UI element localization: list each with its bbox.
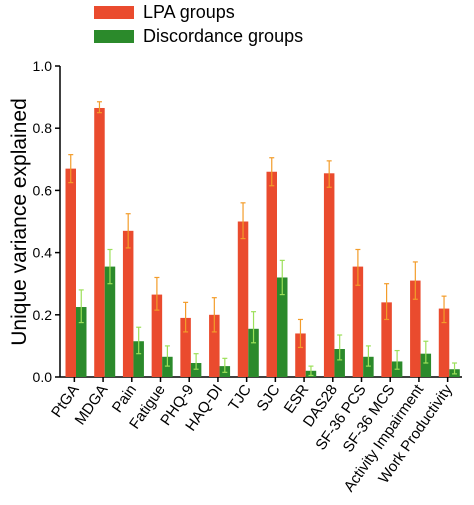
x-tick-label: SJC xyxy=(253,381,283,414)
error-bar xyxy=(125,213,131,249)
y-tick-label: 0.4 xyxy=(33,245,53,261)
error-bar xyxy=(355,248,361,286)
bar-lpa xyxy=(180,317,191,377)
legend-label-lpa: LPA groups xyxy=(143,1,235,22)
bar-discordance xyxy=(190,363,202,377)
error-bar xyxy=(222,357,228,373)
bar-discordance xyxy=(248,328,259,377)
bar-lpa xyxy=(352,266,364,377)
legend-label-discordance: Discordance groups xyxy=(143,25,304,46)
error-bar xyxy=(326,160,332,188)
bar-lpa xyxy=(381,302,392,377)
bar-discordance xyxy=(133,341,144,377)
error-bar xyxy=(78,289,84,324)
bar-discordance xyxy=(104,266,116,377)
bar-lpa xyxy=(266,171,277,377)
error-bar xyxy=(412,261,418,300)
error-bar xyxy=(308,365,314,377)
bar-lpa xyxy=(151,294,163,377)
error-bar xyxy=(337,334,343,361)
bar-lpa xyxy=(438,308,450,377)
error-bar xyxy=(423,340,429,364)
bar-lpa xyxy=(94,107,105,378)
bar-lpa xyxy=(323,173,335,377)
error-bar xyxy=(441,295,447,324)
bar-lpa xyxy=(209,314,220,377)
error-bar xyxy=(251,311,257,344)
error-bar xyxy=(154,276,160,311)
error-bar xyxy=(68,154,74,184)
bar-lpa xyxy=(410,280,421,377)
error-bar xyxy=(365,345,371,367)
error-bar xyxy=(384,283,390,321)
error-bar xyxy=(164,345,170,367)
bar-discordance xyxy=(363,356,374,377)
bar-lpa xyxy=(122,230,134,377)
bar-discordance xyxy=(162,356,173,377)
error-bar xyxy=(107,248,113,285)
bar-lpa xyxy=(295,333,306,377)
chart-legend: LPA groups Discordance groups xyxy=(94,0,303,48)
error-bar xyxy=(394,349,400,370)
error-bar xyxy=(183,301,189,333)
y-tick-label: 1.0 xyxy=(33,58,53,74)
bar-discordance xyxy=(420,353,432,377)
bar-lpa xyxy=(237,221,249,377)
error-bar xyxy=(211,297,217,333)
error-bar xyxy=(269,157,275,187)
legend-item-discordance: Discordance groups xyxy=(94,24,303,48)
bar-discordance xyxy=(76,307,87,377)
error-bar xyxy=(240,202,246,240)
chart-bars xyxy=(65,107,460,378)
error-bar xyxy=(297,318,303,349)
legend-swatch-lpa xyxy=(94,5,134,19)
y-axis-label: Unique variance explained xyxy=(8,98,31,346)
y-tick-label: 0.0 xyxy=(33,369,53,385)
error-bar xyxy=(136,326,142,355)
bar-lpa xyxy=(65,168,76,377)
error-bar xyxy=(96,101,102,114)
y-tick-label: 0.2 xyxy=(33,307,53,323)
error-bar xyxy=(193,353,199,370)
bar-discordance xyxy=(277,277,288,377)
x-tick-label: TJC xyxy=(225,381,255,413)
bar-discordance xyxy=(334,349,345,377)
y-tick-label: 0.6 xyxy=(33,182,53,198)
legend-swatch-discordance xyxy=(94,29,134,43)
y-tick-label: 0.8 xyxy=(33,120,53,136)
error-bar xyxy=(452,362,458,375)
error-bar xyxy=(279,259,285,296)
legend-item-lpa: LPA groups xyxy=(94,0,303,24)
chart-error-bars xyxy=(68,101,458,377)
